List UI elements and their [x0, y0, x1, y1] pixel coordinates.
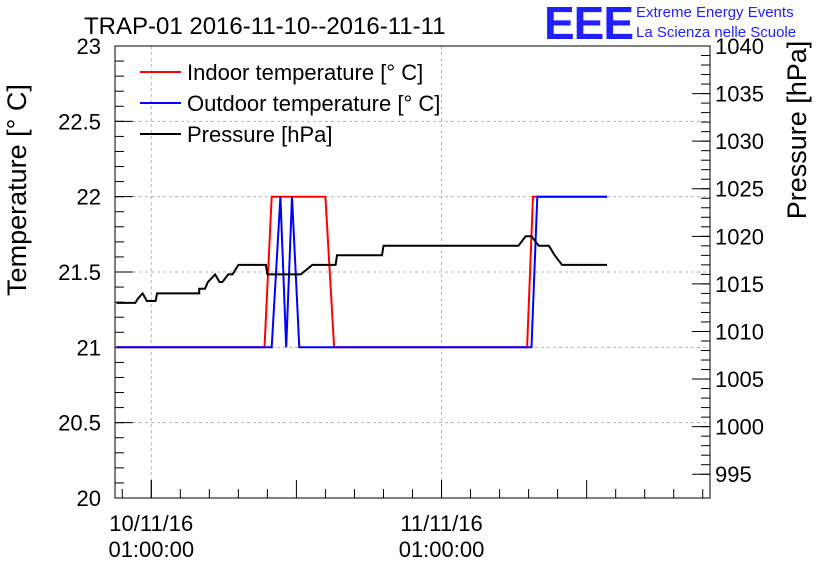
left-tick-label: 21.5	[58, 260, 101, 285]
left-tick-label: 20	[77, 486, 101, 511]
x-tick-label-date: 11/11/16	[400, 511, 482, 536]
series-line-2	[116, 195, 607, 349]
right-tick-label: 1030	[715, 129, 764, 154]
series-layer	[116, 195, 607, 349]
eee-logo-mark: EEE	[544, 0, 634, 49]
legend-label-1: Indoor temperature [° C]	[187, 60, 423, 85]
x-tick-label-time: 01:00:00	[399, 537, 485, 562]
right-tick-label: 1005	[715, 367, 764, 392]
x-tick-label-date: 10/11/16	[109, 511, 193, 536]
logo-line-2: La Scienza nelle Scuole	[636, 24, 797, 41]
left-tick-label: 23	[77, 34, 101, 59]
left-tick-label: 21	[77, 335, 101, 360]
tick-layer	[115, 45, 710, 499]
legend: Indoor temperature [° C] Outdoor temperat…	[140, 60, 440, 147]
left-tick-label: 22	[77, 185, 101, 210]
tick-label-layer: 20 20.5 21 21.5 22 22.5 23 995 1000 1005 1010 1015 1…	[58, 34, 764, 562]
chart-title: TRAP-01 2016-11-10--2016-11-11	[84, 13, 446, 40]
right-tick-label: 1040	[715, 34, 764, 59]
series-line-1	[116, 195, 607, 349]
left-tick-label: 22.5	[58, 109, 101, 134]
legend-label-2: Outdoor temperature [° C]	[187, 91, 440, 116]
x-tick-label-time: 01:00:00	[108, 537, 194, 562]
legend-label-3: Pressure [hPa]	[187, 122, 333, 147]
y-axis-right-label: Pressure [hPa]	[782, 41, 812, 220]
right-tick-label: 1000	[715, 415, 764, 440]
right-tick-label: 1010	[715, 319, 764, 344]
y-axis-left-label: Temperature [° C]	[2, 84, 32, 296]
logo-line-1: Extreme Energy Events	[636, 4, 794, 21]
right-tick-label: 995	[715, 462, 752, 487]
right-tick-label: 1015	[715, 272, 764, 297]
left-tick-label: 20.5	[58, 411, 101, 436]
series-line-3	[116, 235, 607, 304]
right-tick-label: 1035	[715, 82, 764, 107]
right-tick-label: 1025	[715, 177, 764, 202]
right-tick-label: 1020	[715, 224, 764, 249]
